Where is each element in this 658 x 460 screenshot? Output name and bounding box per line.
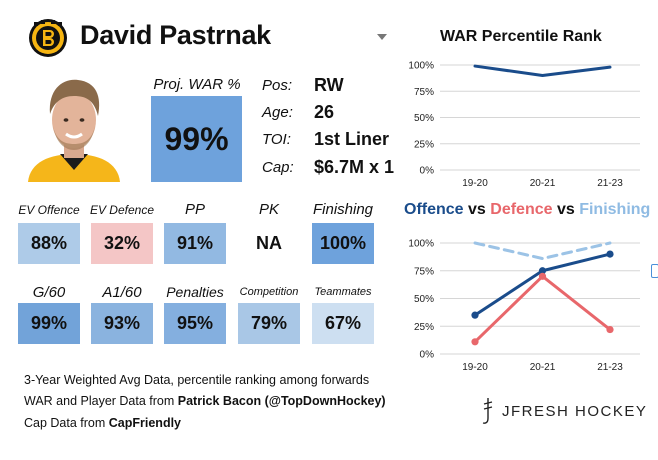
metric-label-teammates: Teammates bbox=[314, 286, 372, 298]
info-label: TOI: bbox=[262, 130, 291, 148]
bruins-logo bbox=[29, 19, 67, 57]
war-chart-title: WAR Percentile Rank bbox=[440, 28, 602, 45]
metric-label-g60: G/60 bbox=[32, 284, 66, 301]
metric-label-ev-defence: EV Defence bbox=[89, 203, 155, 217]
chart-title-part: vs bbox=[463, 201, 491, 218]
x-tick-label: 19-20 bbox=[462, 178, 488, 189]
info-row-cap: Cap: $6.7M x 1 bbox=[262, 155, 394, 179]
info-value: $6.7M x 1 bbox=[314, 156, 395, 177]
metric-label-ev-offence: EV Offence bbox=[18, 203, 80, 217]
chart-title-part: vs bbox=[552, 201, 580, 218]
chart-title-part: Finishing bbox=[579, 201, 651, 218]
y-tick-label: 100% bbox=[408, 61, 434, 72]
y-tick-label: 25% bbox=[414, 322, 434, 333]
metric-value-ev-defence: 32% bbox=[91, 223, 153, 264]
metric-label-pk: PK bbox=[258, 201, 279, 218]
proj-war-value: 99% bbox=[151, 96, 242, 182]
y-tick-label: 50% bbox=[414, 294, 434, 305]
info-label: Age: bbox=[262, 103, 293, 121]
player-dropdown-icon[interactable] bbox=[377, 34, 387, 40]
data-point bbox=[606, 250, 614, 258]
data-point bbox=[471, 338, 479, 346]
chart-title-part: Offence bbox=[404, 201, 464, 218]
x-tick-label: 20-21 bbox=[530, 362, 556, 373]
x-tick-label: 20-21 bbox=[530, 178, 556, 189]
metric-value-g60: 99% bbox=[18, 303, 80, 344]
metric-value-finishing: 100% bbox=[312, 223, 374, 264]
footnote-source: Patrick Bacon (@TopDownHockey) bbox=[177, 394, 386, 408]
metric-value-penalties: 95% bbox=[164, 303, 226, 344]
metric-value-pk: NA bbox=[238, 223, 300, 264]
footnote-war-source: WAR and Player Data from Patrick Bacon (… bbox=[24, 394, 386, 408]
y-tick-label: 0% bbox=[420, 350, 435, 361]
player-name: David Pastrnak bbox=[80, 20, 271, 50]
offence-defence-finishing-chart: 0% 25% 50% 75% 100% 19-20 20-21 21-23 bbox=[408, 239, 640, 373]
metric-label-pp: PP bbox=[184, 201, 205, 218]
brand-name: JFRESH HOCKEY bbox=[502, 402, 648, 420]
resize-handle[interactable] bbox=[651, 264, 658, 278]
info-value: 26 bbox=[314, 101, 335, 122]
footnote-text: Cap Data from bbox=[24, 416, 109, 430]
metric-value-teammates: 67% bbox=[312, 303, 374, 344]
y-tick-label: 50% bbox=[414, 113, 434, 124]
offence-defence-finishing-title: Offence vs Defence vs Finishing bbox=[404, 201, 650, 219]
series-line-offence bbox=[473, 252, 612, 317]
y-tick-label: 25% bbox=[414, 139, 434, 150]
war-percentile-chart: 0% 25% 50% 75% 100% 19-20 20-21 21-23 bbox=[408, 61, 640, 189]
data-point bbox=[538, 272, 547, 280]
x-tick-label: 19-20 bbox=[462, 362, 488, 373]
metric-label-penalties: Penalties bbox=[166, 284, 224, 300]
footnote-text: WAR and Player Data from bbox=[24, 394, 178, 408]
series-line-war bbox=[473, 64, 612, 77]
series-line-finishing bbox=[473, 241, 612, 261]
x-tick-label: 21-23 bbox=[597, 178, 623, 189]
info-value: 1st Liner bbox=[314, 128, 390, 149]
metric-value-competition: 79% bbox=[238, 303, 300, 344]
brand: JFRESH HOCKEY bbox=[480, 396, 647, 426]
data-point bbox=[538, 267, 547, 275]
info-value: RW bbox=[314, 74, 344, 95]
metric-value-a160: 93% bbox=[91, 303, 153, 344]
info-label: Pos: bbox=[262, 76, 293, 94]
footnote-cap-source: Cap Data from CapFriendly bbox=[24, 416, 181, 430]
metric-label-finishing: Finishing bbox=[312, 201, 374, 218]
jfresh-logo-icon bbox=[482, 398, 493, 424]
y-tick-label: 0% bbox=[420, 166, 435, 177]
data-point bbox=[606, 325, 614, 334]
y-tick-label: 75% bbox=[414, 266, 434, 277]
y-tick-label: 100% bbox=[408, 239, 434, 250]
info-row-toi: TOI: 1st Liner bbox=[262, 127, 389, 151]
metric-label-competition: Competition bbox=[239, 286, 299, 298]
metric-label-a160: A1/60 bbox=[102, 284, 142, 301]
metric-value-pp: 91% bbox=[164, 223, 226, 264]
proj-war-label: Proj. WAR % bbox=[153, 76, 241, 93]
footnote-source: CapFriendly bbox=[108, 416, 182, 430]
y-tick-label: 75% bbox=[414, 87, 434, 98]
metric-value-ev-offence: 88% bbox=[18, 223, 80, 264]
footnote-data-method: 3-Year Weighted Avg Data, percentile ran… bbox=[24, 373, 370, 387]
x-tick-label: 21-23 bbox=[597, 362, 623, 373]
info-row-age: Age: 26 bbox=[262, 100, 334, 124]
data-point bbox=[471, 311, 479, 319]
info-row-position: Pos: RW bbox=[262, 73, 344, 97]
info-label: Cap: bbox=[262, 158, 294, 176]
player-headshot bbox=[20, 70, 128, 182]
series-line-defence bbox=[473, 274, 612, 344]
chart-title-part: Defence bbox=[490, 201, 553, 218]
